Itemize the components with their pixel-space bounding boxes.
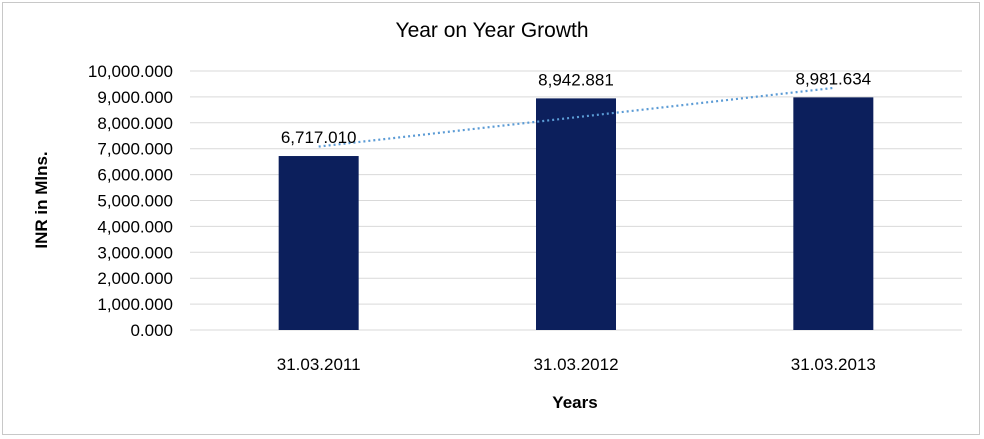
y-tick-label: 6,000.000	[97, 166, 173, 185]
y-tick-label: 5,000.000	[97, 192, 173, 211]
y-axis-title: INR in Mlns.	[32, 151, 51, 248]
bar	[278, 156, 359, 330]
data-labels: 6,717.010 8,942.881 8,981.634	[281, 69, 871, 147]
bars	[278, 97, 874, 331]
data-label: 6,717.010	[281, 128, 357, 147]
x-tick-label: 31.03.2011	[277, 355, 361, 374]
y-tick-label: 3,000.000	[97, 243, 173, 262]
y-tick-label: 10,000.000	[88, 62, 173, 81]
x-tick-label: 31.03.2013	[791, 355, 876, 374]
x-axis-title: Years	[552, 393, 597, 412]
y-tick-label: 0.000	[130, 321, 173, 340]
y-tick-label: 7,000.000	[97, 140, 173, 159]
bar	[793, 97, 874, 331]
data-label: 8,942.881	[538, 70, 614, 89]
y-tick-label: 2,000.000	[97, 269, 173, 288]
x-tick-labels: 31.03.2011 31.03.2012 31.03.2013	[277, 355, 876, 374]
y-tick-label: 8,000.000	[97, 114, 173, 133]
bar	[536, 98, 616, 330]
y-tick-label: 1,000.000	[97, 295, 173, 314]
trendline-path	[318, 86, 834, 148]
chart-title: Year on Year Growth	[395, 19, 588, 42]
y-tick-label: 4,000.000	[97, 217, 173, 236]
data-label: 8,981.634	[796, 69, 872, 88]
trendline	[318, 86, 834, 148]
x-tick-label: 31.03.2012	[533, 355, 618, 374]
y-tick-label: 9,000.000	[97, 88, 173, 107]
y-tick-labels: 0.000 1,000.000 2,000.000 3,000.000 4,000.00…	[88, 62, 173, 340]
